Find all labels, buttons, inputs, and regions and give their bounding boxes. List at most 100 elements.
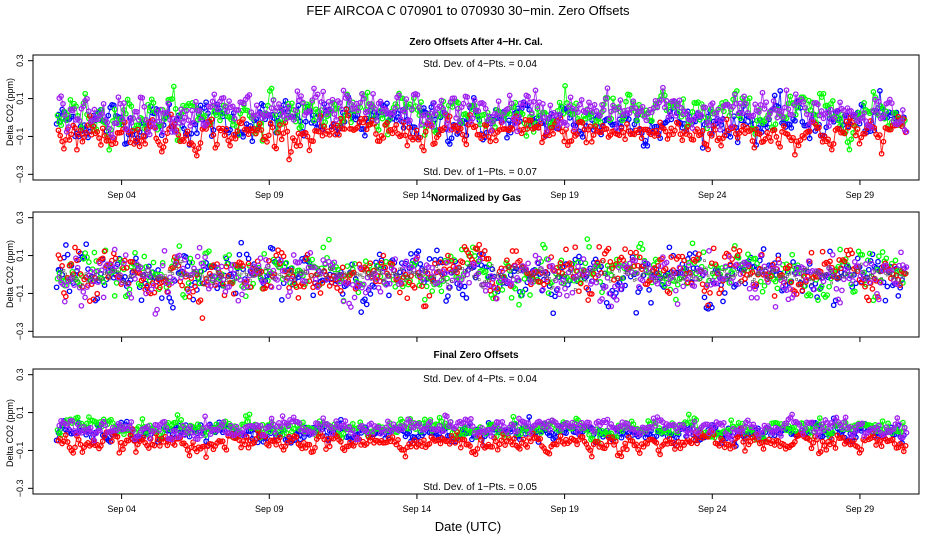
data-point <box>169 300 173 304</box>
data-point <box>619 270 621 272</box>
data-point <box>321 245 325 249</box>
data-point <box>791 260 795 264</box>
data-point <box>258 256 262 260</box>
panel-1-annotation-top: Std. Dev. of 4−Pts. = 0.04 <box>423 59 537 70</box>
data-point <box>205 277 207 279</box>
data-point <box>628 250 632 254</box>
panel-2-ylabel: Delta CO2 (ppm) <box>5 240 15 308</box>
data-point <box>134 256 138 260</box>
panel-2-x-axis <box>122 337 860 342</box>
data-point <box>364 271 366 273</box>
data-point <box>262 252 266 256</box>
data-point <box>63 269 65 271</box>
data-point <box>463 276 465 278</box>
data-point <box>155 307 159 311</box>
data-point <box>237 253 241 257</box>
data-point <box>690 241 694 245</box>
data-point <box>133 251 137 255</box>
data-point <box>703 260 705 262</box>
y-tick-label: −0.3 <box>15 322 25 340</box>
data-point <box>142 254 146 258</box>
data-point <box>177 244 181 248</box>
data-point <box>187 295 191 299</box>
data-point <box>249 279 251 281</box>
data-point <box>807 267 809 269</box>
data-point <box>674 297 678 301</box>
data-point <box>151 260 155 264</box>
data-point <box>446 253 450 257</box>
data-point <box>341 265 345 269</box>
data-point <box>635 278 637 280</box>
data-point <box>759 279 763 283</box>
data-point <box>277 285 281 289</box>
data-point <box>602 261 604 263</box>
data-point <box>565 294 569 298</box>
data-point <box>362 276 364 278</box>
data-point <box>640 247 644 251</box>
data-point <box>200 316 204 320</box>
data-point <box>831 282 833 284</box>
data-point <box>500 274 502 276</box>
data-point <box>751 281 753 283</box>
data-point <box>95 292 99 296</box>
data-point <box>577 254 581 258</box>
data-point <box>65 273 67 275</box>
data-point <box>721 299 725 303</box>
data-point <box>427 257 431 261</box>
data-point <box>563 286 567 290</box>
data-point <box>880 250 884 254</box>
data-point <box>688 252 692 256</box>
data-point <box>307 272 309 274</box>
data-point <box>83 295 87 299</box>
data-point <box>820 250 824 254</box>
panel-1-title: Zero Offsets After 4−Hr. Cal. <box>409 37 543 48</box>
x-tick-label: Sep 24 <box>698 190 727 200</box>
data-point <box>464 296 468 300</box>
data-point <box>67 289 71 293</box>
data-point <box>746 252 750 256</box>
data-point <box>240 273 242 275</box>
data-point <box>747 287 751 291</box>
y-tick-label: 0.1 <box>15 92 25 105</box>
data-point <box>280 298 284 302</box>
data-point <box>227 253 231 257</box>
data-point <box>352 295 356 299</box>
x-tick-label: Sep 09 <box>255 504 284 514</box>
x-tick-label: Sep 14 <box>403 504 432 514</box>
data-point <box>792 266 794 268</box>
data-point <box>368 292 372 296</box>
data-point <box>436 265 438 267</box>
data-point <box>628 273 630 275</box>
x-tick-label: Sep 24 <box>698 504 727 514</box>
data-point <box>79 304 83 308</box>
data-point <box>609 280 611 282</box>
data-point <box>786 275 788 277</box>
data-point <box>343 272 345 274</box>
data-point <box>444 299 448 303</box>
panel-3-series <box>54 412 908 459</box>
data-point <box>749 296 753 300</box>
data-point <box>834 287 838 291</box>
data-point <box>708 291 712 295</box>
data-point <box>409 252 413 256</box>
data-point <box>484 289 488 293</box>
data-point <box>146 273 148 275</box>
data-point <box>180 283 184 287</box>
data-point <box>345 264 349 268</box>
data-point <box>398 290 402 294</box>
data-point <box>707 275 709 277</box>
data-point <box>746 268 748 270</box>
data-point <box>127 287 131 291</box>
data-point <box>229 267 233 271</box>
data-point <box>597 245 601 249</box>
data-point <box>723 291 727 295</box>
data-point <box>236 299 240 303</box>
data-point <box>64 243 68 247</box>
data-point <box>796 278 798 280</box>
data-point <box>853 260 857 264</box>
data-point <box>681 284 685 288</box>
data-point <box>737 271 739 273</box>
data-point <box>557 292 561 296</box>
data-point <box>622 277 624 279</box>
